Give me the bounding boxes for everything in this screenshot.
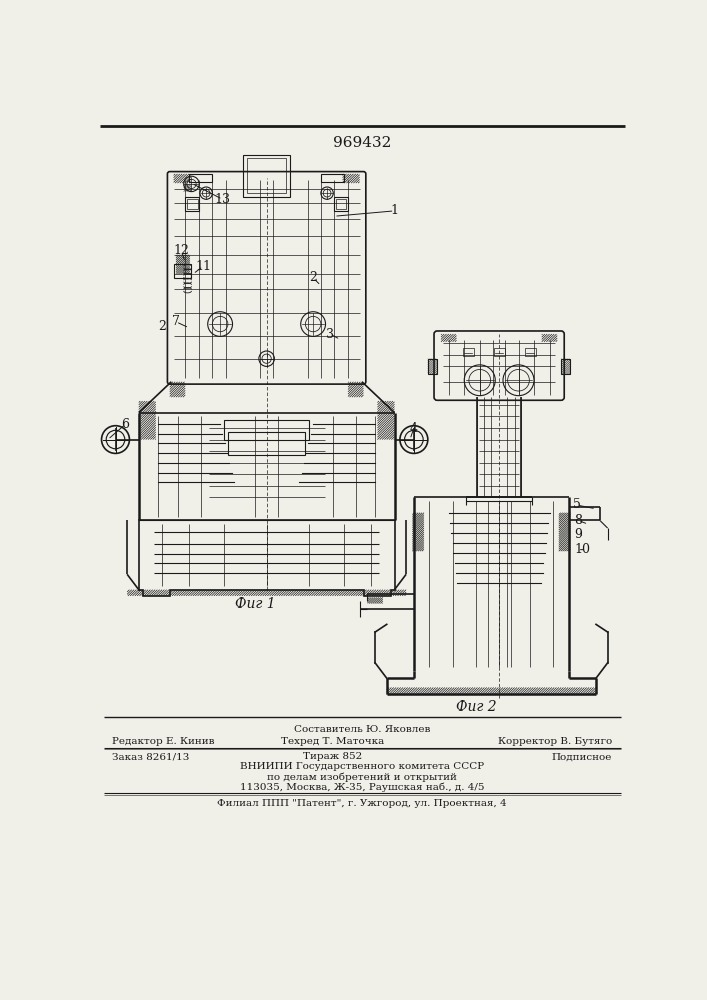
Bar [561,359,571,374]
Text: 113035, Москва, Ж-35, Раушская наб., д. 4/5: 113035, Москва, Ж-35, Раушская наб., д. … [240,782,484,792]
Text: Корректор В. Бутяго: Корректор В. Бутяго [498,737,612,746]
Bar [462,348,474,356]
Bar [493,348,505,356]
Text: Фиг 2: Фиг 2 [455,700,496,714]
Bar [189,174,212,182]
Text: Фиг 1: Фиг 1 [235,597,275,611]
Bar [243,155,290,197]
Bar [428,359,437,374]
Bar [224,420,309,440]
Text: Редактор Е. Кинив: Редактор Е. Кинив [112,737,214,746]
Text: Техред Т. Маточка: Техред Т. Маточка [281,737,384,746]
Text: 5: 5 [573,498,580,512]
Text: 969432: 969432 [333,136,391,150]
Text: 8: 8 [574,514,582,527]
Text: 11: 11 [195,260,211,273]
Bar [185,197,199,211]
Text: 4: 4 [410,422,418,434]
Bar [247,158,286,193]
Text: 3: 3 [326,328,334,341]
Text: Тираж 852: Тираж 852 [303,752,362,761]
Text: 12: 12 [173,244,189,257]
Text: Филиал ППП "Патент", г. Ужгород, ул. Проектная, 4: Филиал ППП "Патент", г. Ужгород, ул. Про… [217,799,507,808]
Text: 1: 1 [390,204,399,217]
Text: 2: 2 [158,320,166,333]
Text: по делам изобретений и открытий: по делам изобретений и открытий [267,772,457,782]
Text: Составитель Ю. Яковлев: Составитель Ю. Яковлев [294,725,430,734]
Bar [187,199,198,209]
Bar [334,197,348,211]
Text: Подписное: Подписное [552,752,612,761]
Text: 2: 2 [309,271,317,284]
Text: 7: 7 [172,315,180,328]
Text: Заказ 8261/13: Заказ 8261/13 [112,752,189,761]
Text: 10: 10 [575,543,591,556]
Bar [336,199,346,209]
Bar [174,264,191,278]
Text: ВНИИПИ Государственного комитета СССР: ВНИИПИ Государственного комитета СССР [240,762,484,771]
Bar [525,348,535,356]
Text: 13: 13 [214,193,230,206]
Text: 9: 9 [574,528,582,541]
Bar [321,174,344,182]
Bar [228,432,305,455]
Text: 6: 6 [122,418,129,431]
